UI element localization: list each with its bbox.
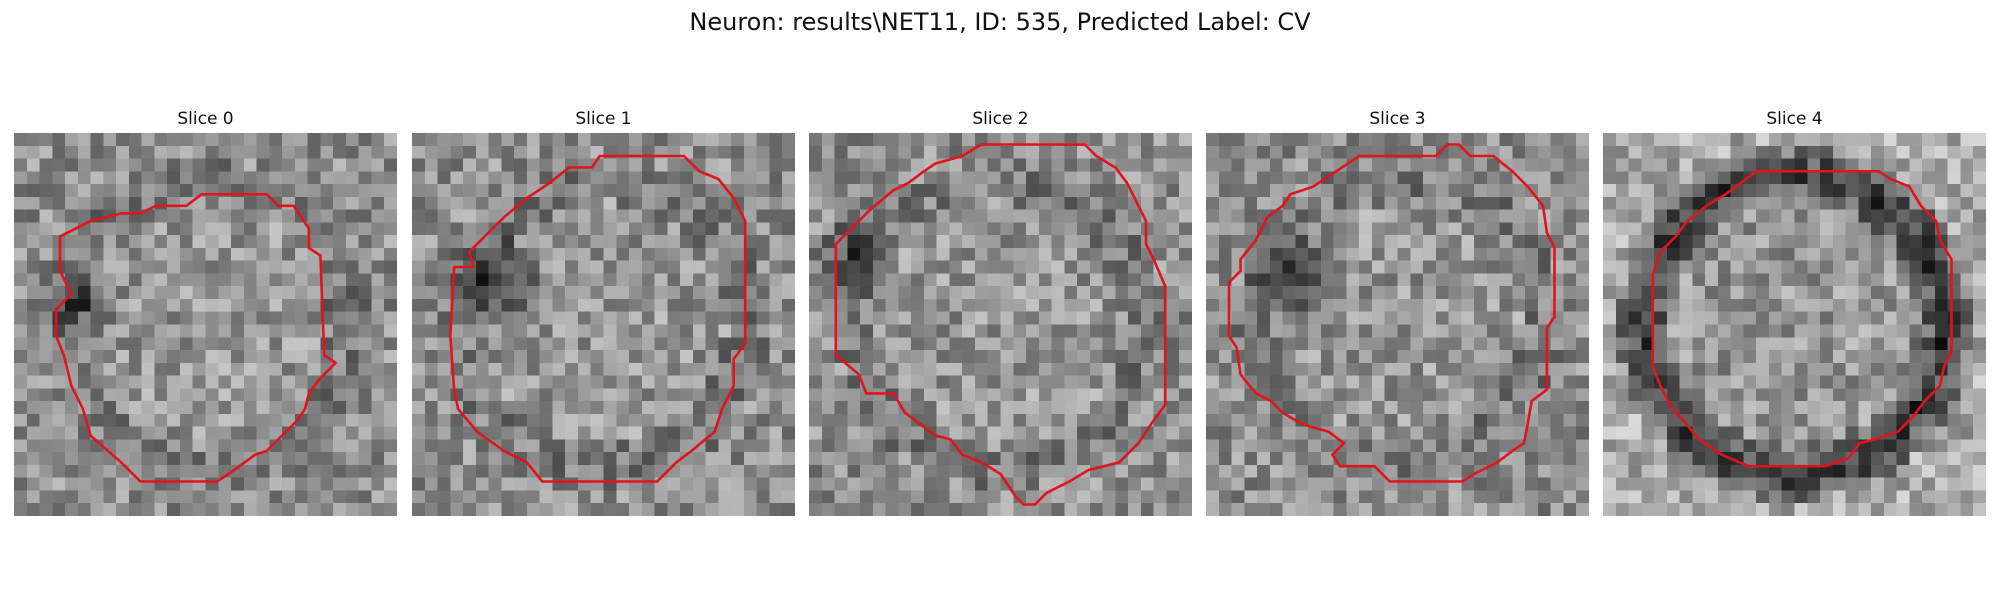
predicted-contour — [1227, 143, 1556, 483]
predicted-contour — [834, 143, 1167, 506]
figure-title: Neuron: results\NET11, ID: 535, Predicte… — [689, 8, 1311, 36]
contour-overlay — [54, 192, 338, 483]
predicted-contour — [448, 154, 747, 483]
contour-overlay — [1227, 143, 1556, 483]
slice-panel-2: Slice 2 — [809, 108, 1192, 516]
slice-title: Slice 1 — [575, 109, 632, 129]
contour-overlay — [834, 143, 1167, 506]
slice-image — [1206, 133, 1589, 516]
slice-title: Slice 0 — [177, 109, 234, 129]
slice-image — [1603, 133, 1986, 516]
predicted-contour — [54, 192, 338, 483]
slice-panel-4: Slice 4 — [1603, 108, 1986, 516]
slice-panel-1: Slice 1 — [412, 108, 795, 516]
slice-title: Slice 3 — [1369, 109, 1426, 129]
contour-overlay — [448, 154, 747, 483]
contour-overlay — [1651, 169, 1953, 468]
slice-panel-3: Slice 3 — [1206, 108, 1589, 516]
slice-title: Slice 4 — [1766, 109, 1823, 129]
slice-title: Slice 2 — [972, 109, 1029, 129]
slice-panel-0: Slice 0 — [14, 108, 397, 516]
predicted-contour — [1651, 169, 1953, 468]
slice-image — [14, 133, 397, 516]
